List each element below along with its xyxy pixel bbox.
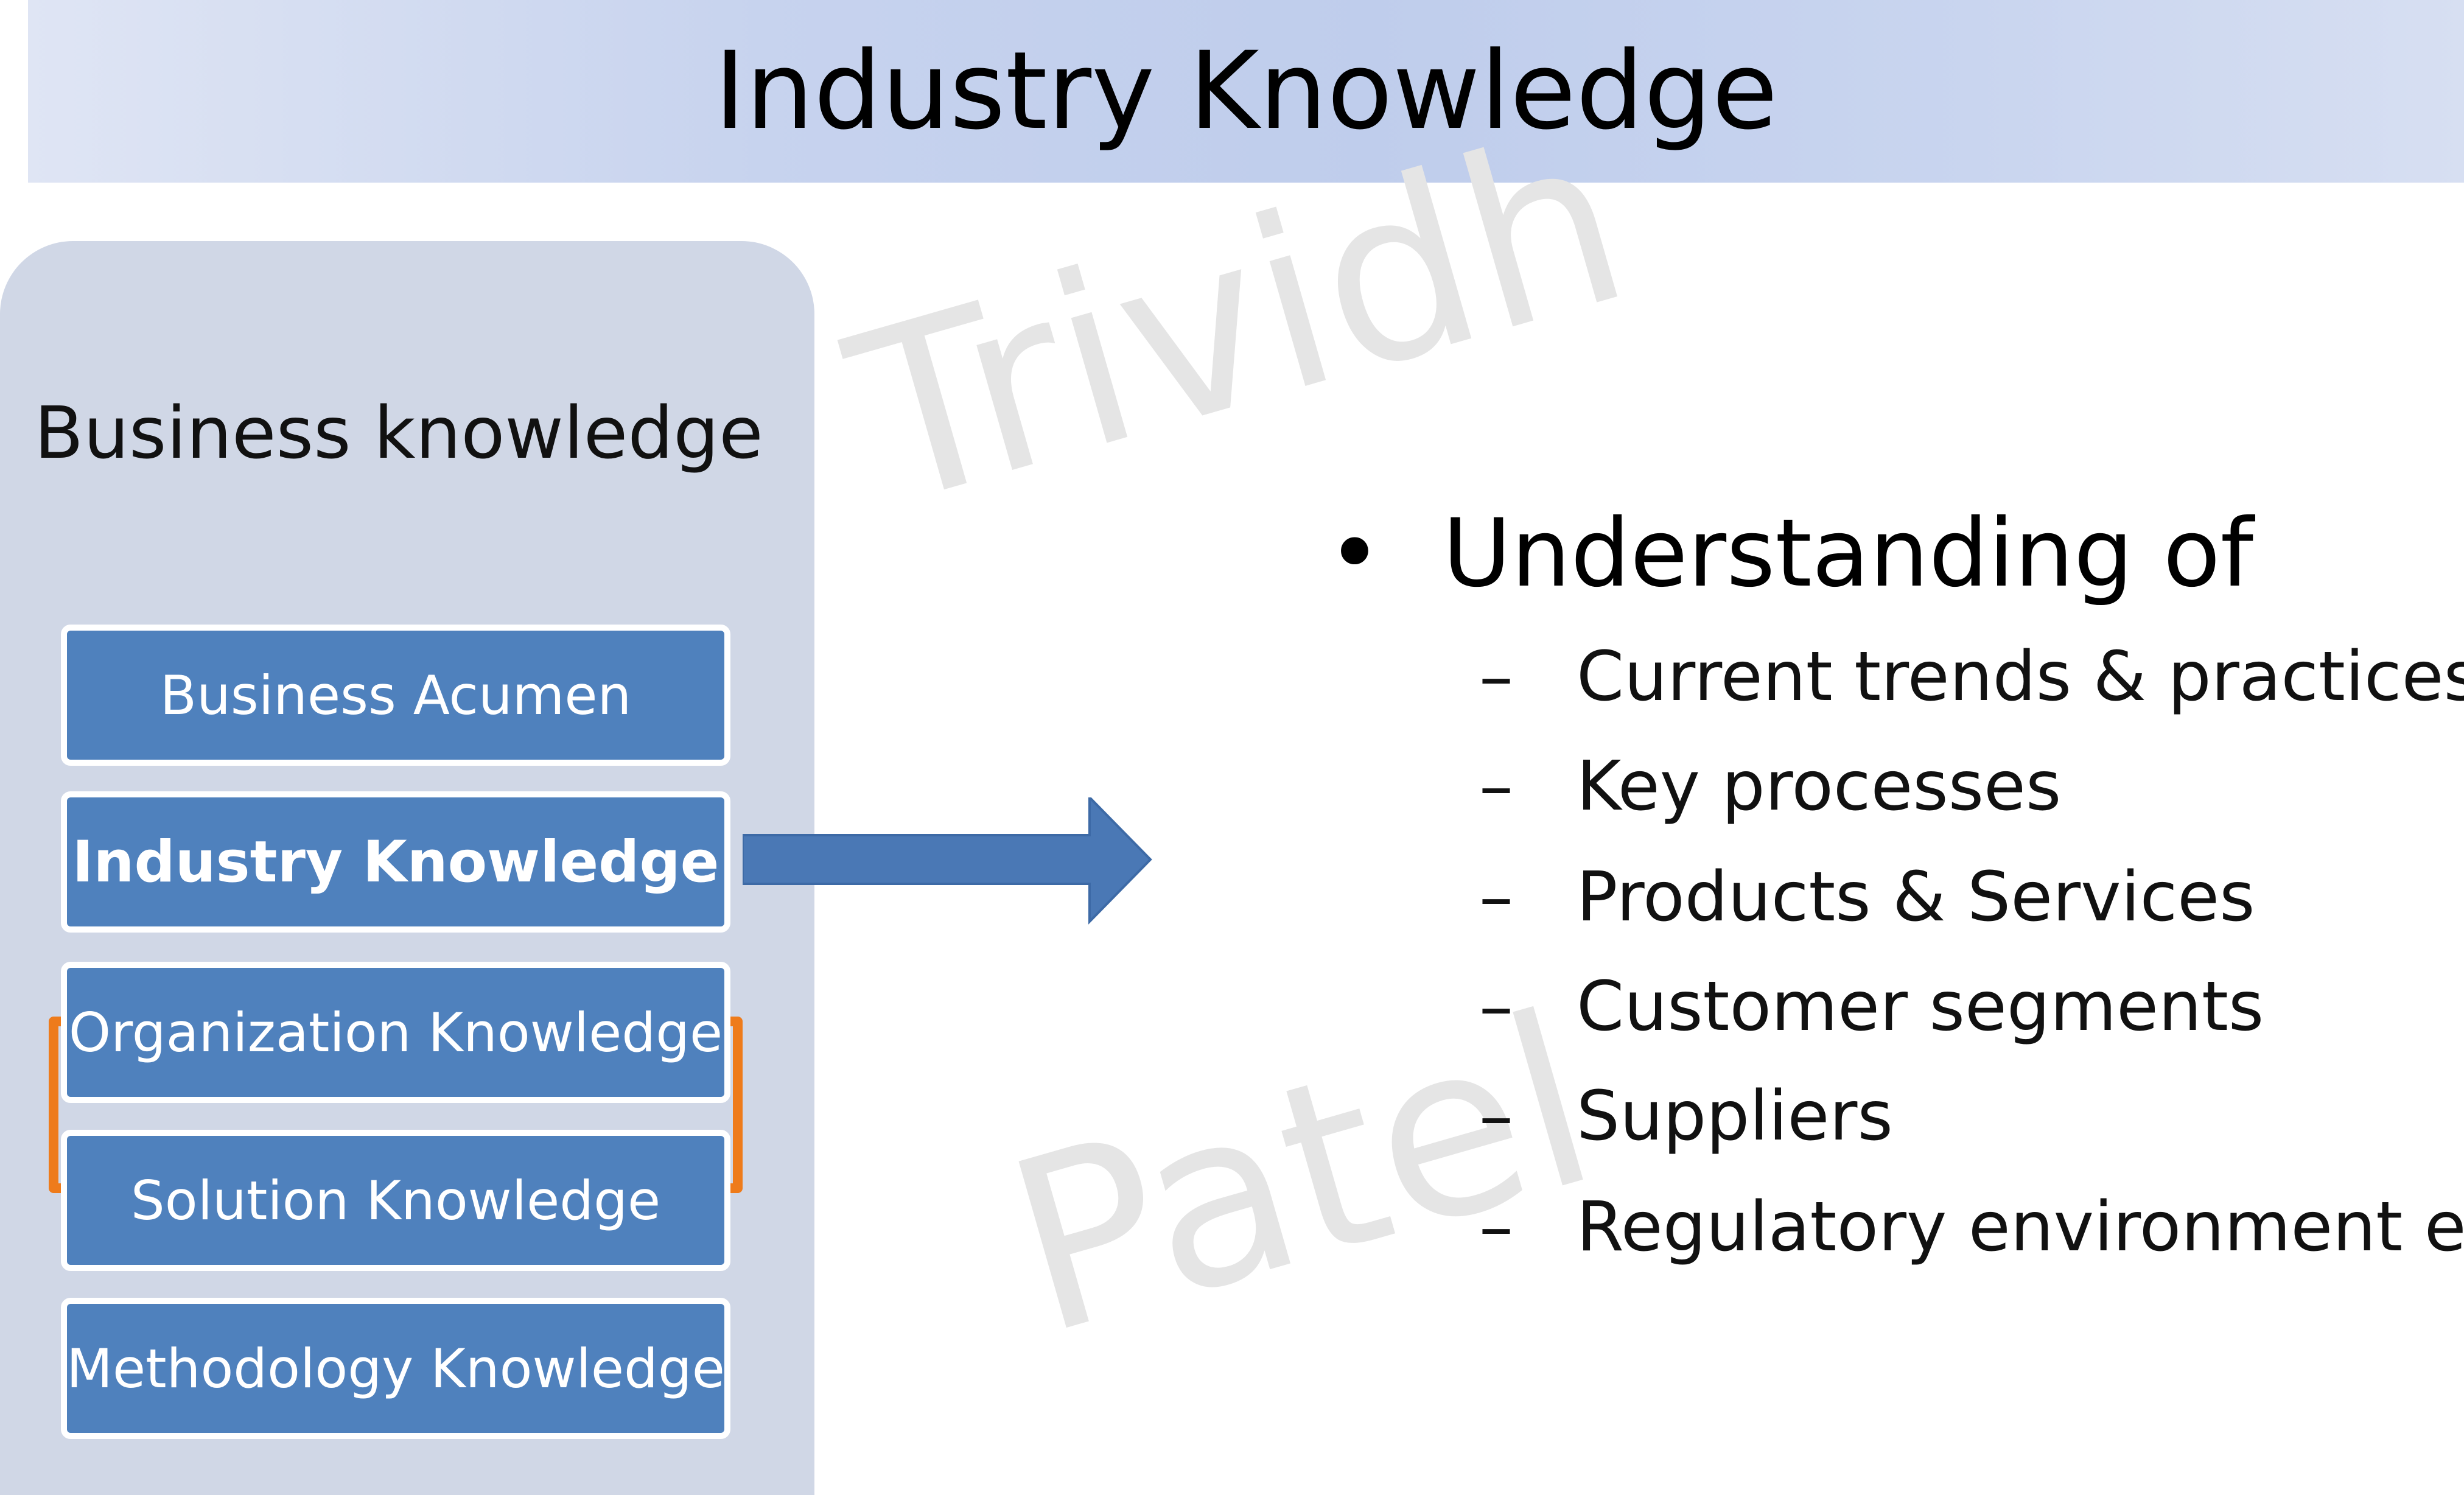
panel-heading: Business knowledge	[34, 391, 763, 475]
watermark-text-2: Patel	[983, 961, 1620, 1388]
slide-title-bar: Industry Knowledge	[28, 0, 2464, 183]
sub-item-text: Current trends & practices	[1577, 637, 2464, 716]
methodology-knowledge-box[interactable]: Methodology Knowledge	[61, 1298, 730, 1439]
bullet-dot-icon: •	[1327, 499, 1382, 608]
organization-knowledge-box[interactable]: Organization Knowledge	[61, 962, 730, 1103]
bullet-text: Understanding of	[1443, 499, 2254, 608]
right-arrow-icon	[743, 797, 1152, 925]
sub-item-text: Products & Services	[1577, 858, 2255, 937]
sub-item-text: Customer segments	[1577, 967, 2264, 1046]
industry-knowledge-box[interactable]: Industry Knowledge	[61, 791, 730, 933]
business-knowledge-panel: Business knowledge Business Acumen Indus…	[0, 241, 814, 1495]
dash-icon: –	[1479, 1188, 1513, 1267]
solution-knowledge-box[interactable]: Solution Knowledge	[61, 1130, 730, 1271]
dash-icon: –	[1479, 637, 1513, 716]
business-acumen-box[interactable]: Business Acumen	[61, 625, 730, 766]
dash-icon: –	[1479, 747, 1513, 826]
sub-item-text: Regulatory environment etc	[1577, 1188, 2464, 1267]
dash-icon: –	[1479, 858, 1513, 937]
sub-item-text: Suppliers	[1577, 1077, 1893, 1156]
slide-title: Industry Knowledge	[714, 29, 1778, 153]
dash-icon: –	[1479, 1077, 1513, 1156]
sub-item-text: Key processes	[1577, 747, 2062, 826]
dash-icon: –	[1479, 967, 1513, 1046]
